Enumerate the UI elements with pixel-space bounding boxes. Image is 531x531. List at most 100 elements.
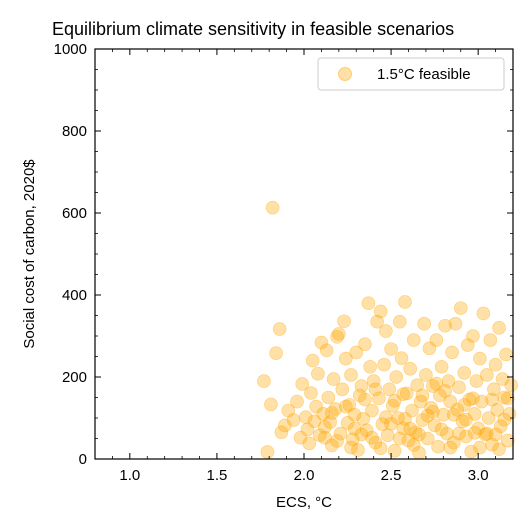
- scatter-point: [427, 418, 442, 433]
- scatter-point: [264, 397, 278, 412]
- scatter-point: [330, 434, 344, 448]
- scatter-point: [325, 438, 339, 453]
- scatter-point: [440, 426, 454, 441]
- scatter-point: [459, 429, 473, 444]
- scatter-point: [344, 368, 358, 382]
- scatter-point: [460, 338, 475, 352]
- scatter-point: [492, 442, 506, 456]
- x-tick-label: 3.0: [468, 467, 489, 484]
- scatter-point: [391, 411, 405, 425]
- scatter-point: [358, 337, 372, 352]
- scatter-point: [399, 386, 414, 401]
- scatter-point: [379, 324, 393, 338]
- scatter-point: [380, 428, 395, 443]
- x-axis: 1.0 1.5 2.0 2.5 3.0: [112, 49, 496, 484]
- scatter-point: [443, 440, 458, 455]
- scatter-point: [316, 407, 330, 421]
- scatter-point: [419, 368, 433, 382]
- scatter-point: [373, 304, 388, 319]
- scatter-point: [332, 327, 346, 341]
- scatter-point: [356, 412, 371, 426]
- scatter-point: [293, 430, 308, 445]
- scatter-point: [354, 427, 369, 442]
- scatter-point: [387, 443, 402, 458]
- scatter-point: [281, 403, 296, 418]
- scatter-point: [300, 422, 315, 437]
- scatter-point: [420, 431, 435, 446]
- scatter-point: [485, 437, 499, 452]
- scatter-point: [398, 412, 412, 426]
- scatter-point: [478, 427, 492, 442]
- scatter-point: [384, 416, 398, 431]
- scatter-point: [431, 439, 445, 454]
- scatter-point: [408, 425, 423, 440]
- legend-box: [317, 57, 505, 91]
- scatter-point: [504, 378, 519, 393]
- scatter-point: [373, 441, 388, 456]
- scatter-point: [473, 351, 487, 366]
- scatter-point: [492, 320, 506, 335]
- scatter-point: [304, 386, 318, 400]
- x-tick-label: 2.5: [381, 467, 402, 484]
- scatter-point: [405, 403, 419, 418]
- scatter-point: [272, 322, 287, 336]
- scatter-point: [438, 384, 452, 398]
- scatter-point: [488, 427, 503, 442]
- scatter-point: [466, 391, 480, 406]
- scatter-point: [452, 380, 466, 395]
- scatter-point: [433, 388, 447, 403]
- scatter-point: [462, 392, 477, 407]
- scatter-point: [351, 443, 365, 457]
- scatter-point: [361, 296, 376, 311]
- scatter-point: [426, 379, 440, 393]
- scatter-point: [333, 426, 348, 441]
- chart-title: Equilibrium climate sensitivity in feasi…: [52, 19, 454, 39]
- plot-frame: [94, 48, 514, 460]
- scatter-point: [330, 330, 344, 344]
- scatter-point: [426, 405, 440, 419]
- scatter-point: [318, 420, 332, 434]
- scatter-point: [265, 200, 280, 215]
- scatter-point: [429, 376, 444, 391]
- scatter-point: [459, 412, 473, 427]
- scatter-point: [396, 421, 411, 436]
- scatter-point: [434, 359, 449, 374]
- scatter-point: [488, 357, 503, 372]
- scatter-point: [387, 393, 402, 408]
- scatter-point: [274, 425, 289, 440]
- scatter-point: [338, 351, 353, 366]
- scatter-point: [396, 387, 411, 402]
- scatter-point: [365, 403, 379, 418]
- scatter-point: [307, 414, 322, 429]
- scatter-point: [392, 431, 407, 446]
- scatter-point: [476, 306, 491, 321]
- scatter-point: [490, 402, 505, 417]
- scatter-point: [443, 394, 458, 409]
- scatter-point: [384, 342, 398, 356]
- scatter-point: [412, 427, 426, 442]
- scatter-point: [500, 391, 515, 406]
- scatter-point: [406, 333, 421, 347]
- scatter-point: [309, 399, 323, 414]
- scatter-point: [469, 374, 484, 388]
- y-tick-label: 200: [62, 369, 87, 386]
- x-tick-label: 1.5: [206, 467, 227, 484]
- scatter-point: [500, 433, 515, 448]
- scatter-point: [494, 419, 508, 434]
- y-tick-label: 1000: [54, 41, 87, 58]
- scatter-point: [305, 353, 320, 368]
- scatter-point: [354, 379, 369, 393]
- scatter-point: [445, 345, 459, 360]
- y-tick-label: 0: [79, 451, 87, 468]
- scatter-point: [413, 394, 428, 409]
- scatter-point: [328, 402, 343, 416]
- scatter-point: [471, 421, 485, 436]
- y-axis-label: Social cost of carbon, 2020$: [21, 159, 38, 349]
- scatter-point: [495, 372, 510, 386]
- scatter-point: [389, 370, 404, 384]
- scatter-point: [368, 382, 383, 397]
- scatter-point: [312, 428, 327, 443]
- scatter-point: [474, 394, 489, 409]
- scatter-point: [359, 423, 374, 438]
- x-tick-label: 1.0: [119, 467, 140, 484]
